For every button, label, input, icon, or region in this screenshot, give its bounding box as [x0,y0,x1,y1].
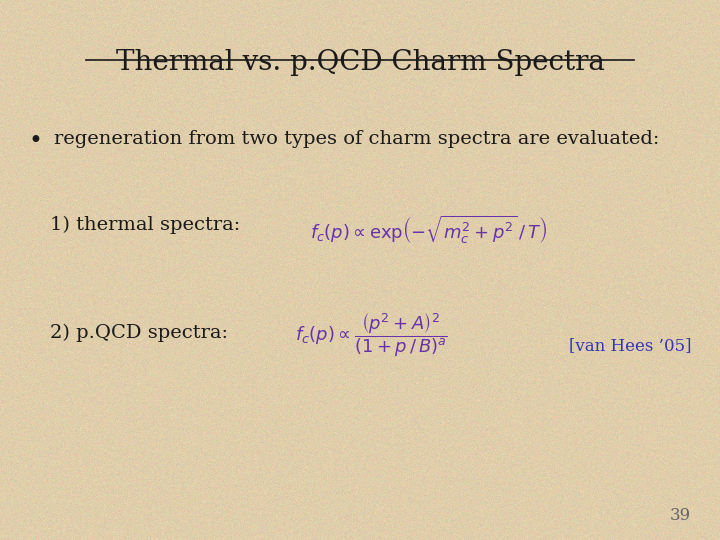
Text: 1) thermal spectra:: 1) thermal spectra: [50,216,240,234]
Text: regeneration from two types of charm spectra are evaluated:: regeneration from two types of charm spe… [54,130,660,147]
Text: $f_c(p) \propto \exp\!\left(-\sqrt{m_c^2 + p^2}\,/\,T\right)$: $f_c(p) \propto \exp\!\left(-\sqrt{m_c^2… [310,213,546,246]
Text: •: • [29,130,42,153]
Text: 39: 39 [670,507,691,524]
Text: 2) p.QCD spectra:: 2) p.QCD spectra: [50,324,228,342]
Text: Thermal vs. p.QCD Charm Spectra: Thermal vs. p.QCD Charm Spectra [116,49,604,76]
Text: [van Hees ’05]: [van Hees ’05] [569,338,691,354]
Text: $f_c(p) \propto \dfrac{\left(p^2 + A\right)^2}{\left(1 + p\,/\,B\right)^a}$: $f_c(p) \propto \dfrac{\left(p^2 + A\rig… [295,310,448,359]
